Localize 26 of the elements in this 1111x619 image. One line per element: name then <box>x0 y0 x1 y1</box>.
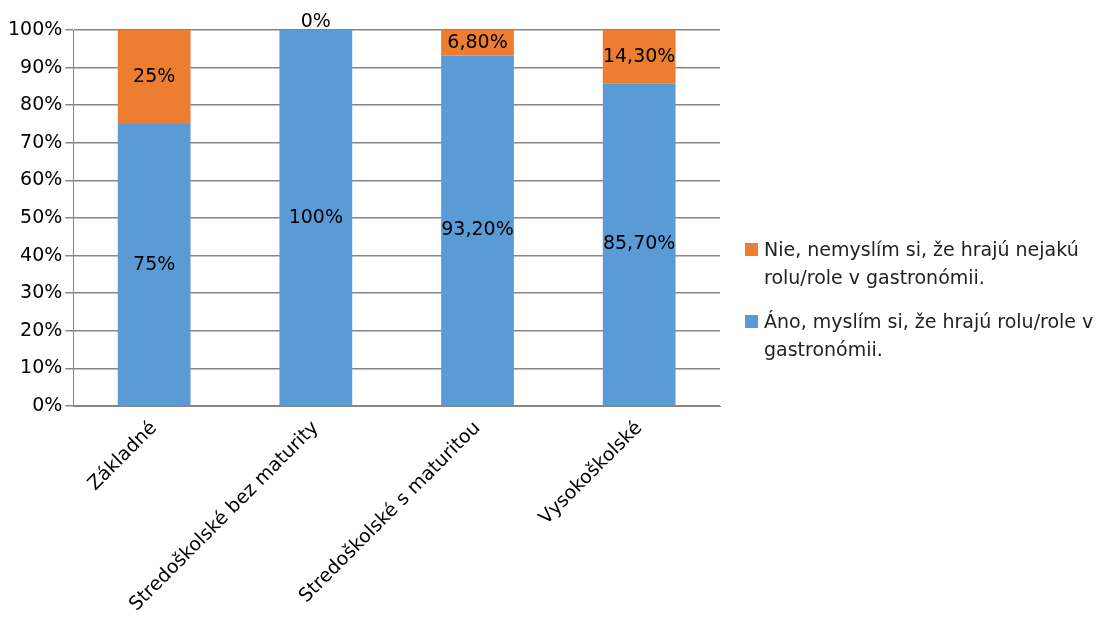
legend-label: Áno, myslím si, že hrajú rolu/role v gastronómii. <box>764 309 1095 362</box>
y-tick-label: 20% <box>20 317 63 340</box>
bar <box>602 83 676 406</box>
data-label: 0% <box>300 8 331 31</box>
y-tick-label: 0% <box>32 392 63 415</box>
legend-label: Nie, nemyslím si, že hrajú nejakú rolu/role v gastronómii. <box>764 237 1080 290</box>
y-tick-label: 40% <box>20 242 63 265</box>
data-label: 85,70% <box>602 231 676 254</box>
bar <box>279 30 353 406</box>
data-label: 75% <box>133 251 176 274</box>
y-tick-label: 60% <box>20 167 63 190</box>
data-label: 6,80% <box>447 29 508 52</box>
y-tick-label: 50% <box>20 204 63 227</box>
y-tick-label: 90% <box>20 54 63 77</box>
bar <box>117 30 191 125</box>
data-label: 14,30% <box>602 43 676 66</box>
bar <box>441 55 514 406</box>
y-tick-label: 30% <box>20 280 63 303</box>
data-label: 25% <box>133 63 176 86</box>
y-tick-label: 80% <box>20 92 63 115</box>
bar <box>117 124 191 406</box>
y-tick-label: 100% <box>7 16 63 39</box>
data-label: 93,20% <box>441 217 514 240</box>
y-tick-label: 10% <box>20 355 63 378</box>
data-label: 100% <box>288 204 343 227</box>
y-tick-label: 70% <box>20 129 63 152</box>
